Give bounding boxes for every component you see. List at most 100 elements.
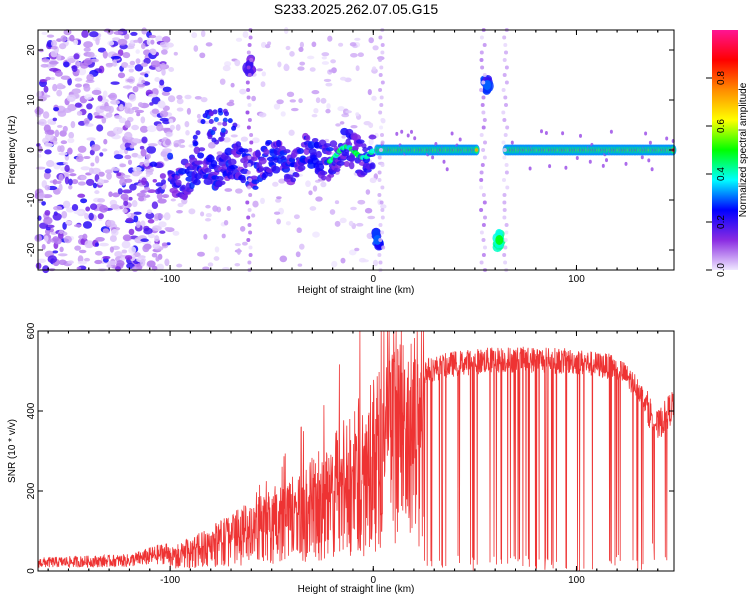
spectrogram-cell bbox=[104, 169, 113, 174]
spectrogram-cell bbox=[99, 152, 104, 157]
spectrogram-cell bbox=[128, 196, 133, 201]
spectrogram-cell bbox=[380, 140, 385, 145]
spectrogram-cell bbox=[502, 155, 507, 160]
spectrogram-cell bbox=[139, 125, 149, 133]
spectrogram-cell bbox=[369, 177, 377, 184]
spectrogram-cell bbox=[242, 241, 248, 246]
spectrogram-cell bbox=[605, 158, 608, 163]
spectrogram-cell bbox=[248, 230, 253, 235]
spectrogram-cell bbox=[312, 231, 320, 238]
spectrogram-cell bbox=[325, 147, 334, 152]
spectrogram-cell bbox=[73, 39, 79, 46]
spectrogram-cell bbox=[80, 175, 87, 180]
spectrogram-cell bbox=[123, 200, 129, 207]
spectrogram-cell bbox=[63, 161, 68, 165]
spectrogram-cell bbox=[132, 166, 142, 172]
spectrogram-cell bbox=[220, 132, 226, 138]
spectrogram-cell bbox=[55, 180, 62, 184]
spectrogram-cell bbox=[83, 85, 91, 92]
spectrogram-cell bbox=[52, 117, 58, 122]
spectrogram-cell bbox=[290, 177, 296, 183]
spectrogram-cell bbox=[73, 53, 80, 60]
spectrogram-y-tick-label: -20 bbox=[26, 242, 37, 257]
spectrogram-cell bbox=[377, 253, 382, 257]
spectrogram-cell bbox=[252, 137, 260, 144]
spectrogram-cell bbox=[112, 59, 118, 67]
spectrogram-cell bbox=[379, 65, 384, 70]
spectrogram-cell bbox=[242, 31, 249, 39]
spectrogram-cell bbox=[166, 242, 171, 246]
spectrogram-cell bbox=[197, 152, 205, 159]
spectrogram-cell bbox=[246, 95, 251, 100]
colorbar-tick-label: 0.8 bbox=[716, 71, 727, 85]
spectrogram-cell bbox=[648, 140, 652, 145]
spectrogram-cell bbox=[329, 209, 336, 215]
spectrogram-cell bbox=[481, 148, 486, 152]
spectrogram-cell bbox=[378, 223, 383, 227]
spectrogram-cell bbox=[90, 162, 95, 167]
spectrogram-cell bbox=[337, 106, 345, 112]
spectrogram-cell bbox=[340, 76, 347, 81]
spectrogram-cell bbox=[297, 66, 305, 71]
spectrogram-cell bbox=[151, 201, 159, 210]
spectrogram-cell bbox=[141, 136, 148, 144]
spectrogram-cell bbox=[176, 98, 184, 105]
spectrogram-cell bbox=[364, 207, 373, 214]
spectrogram-cell bbox=[161, 179, 166, 185]
spectrogram-cell bbox=[58, 229, 64, 235]
spectrogram-cell bbox=[295, 251, 301, 258]
spectrogram-cell bbox=[380, 185, 385, 190]
spectrogram-cell bbox=[479, 260, 484, 265]
spectrogram-cell bbox=[124, 106, 131, 114]
spectrogram-cell bbox=[368, 138, 374, 146]
spectrogram-cell bbox=[235, 188, 243, 194]
spectrogram-cell bbox=[371, 95, 377, 101]
spectrogram-cell bbox=[367, 89, 372, 96]
spectrogram-cell bbox=[58, 253, 68, 257]
spectrogram-cell bbox=[260, 197, 265, 205]
spectrogram-cell bbox=[88, 212, 94, 221]
spectrogram-cell bbox=[52, 83, 58, 92]
spectrogram-cell bbox=[117, 188, 123, 195]
spectrogram-cell bbox=[173, 143, 179, 148]
spectrogram-cell bbox=[481, 223, 486, 227]
spectrogram-cell bbox=[50, 76, 55, 81]
spectrogram-cell bbox=[504, 80, 509, 85]
spectrogram-cell bbox=[239, 88, 247, 95]
spectrogram-cell bbox=[77, 181, 86, 186]
spectrogram-cell bbox=[323, 78, 332, 82]
spectrogram-cell bbox=[334, 220, 341, 227]
spectrogram-cell bbox=[380, 215, 385, 220]
spectrogram-cell bbox=[36, 258, 47, 263]
spectrogram-cell bbox=[377, 170, 382, 175]
spectrogram-cell bbox=[204, 167, 212, 173]
spectrogram-cell bbox=[184, 94, 192, 100]
spectrogram-cell bbox=[243, 160, 249, 169]
spectrogram-cell bbox=[38, 118, 47, 126]
spectrogram-cell bbox=[177, 168, 187, 175]
spectrogram-cell bbox=[540, 129, 543, 134]
spectrogram-cell bbox=[311, 41, 317, 48]
spectrogram-cell bbox=[355, 112, 360, 117]
spectrogram-cell bbox=[54, 129, 60, 138]
spectrogram-cell bbox=[172, 230, 180, 236]
spectrogram-cell bbox=[483, 140, 487, 145]
spectrogram-cell bbox=[479, 133, 484, 137]
spectrogram-cell bbox=[99, 204, 109, 213]
spectrogram-cell bbox=[372, 259, 379, 267]
spectrogram-cell bbox=[98, 171, 105, 177]
spectrogram-cell bbox=[117, 72, 126, 79]
spectrogram-cell bbox=[159, 79, 165, 86]
spectrogram-cell bbox=[378, 88, 383, 92]
spectrogram-cell bbox=[502, 58, 507, 62]
spectrogram-cell bbox=[41, 243, 46, 250]
spectrogram-cell bbox=[102, 148, 108, 152]
spectrogram-cell bbox=[63, 235, 72, 244]
spectrogram-cell bbox=[217, 107, 223, 113]
spectrogram-cell bbox=[311, 89, 320, 95]
spectrogram-cell bbox=[67, 260, 74, 265]
spectrogram-cell bbox=[377, 178, 382, 182]
spectrogram-cell bbox=[35, 262, 42, 270]
spectrogram-cell bbox=[69, 173, 77, 177]
